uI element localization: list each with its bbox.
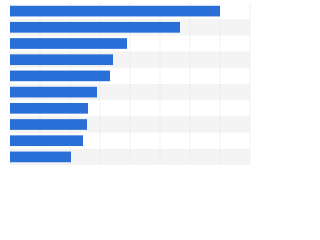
bar — [10, 54, 113, 66]
bar — [10, 119, 87, 130]
bar — [10, 102, 88, 114]
bar — [10, 5, 220, 17]
bar — [10, 70, 110, 82]
bar — [10, 151, 71, 163]
bar — [10, 38, 127, 49]
bar — [10, 135, 83, 147]
bar — [10, 86, 97, 98]
chart — [9, 3, 251, 165]
bar — [10, 21, 180, 33]
